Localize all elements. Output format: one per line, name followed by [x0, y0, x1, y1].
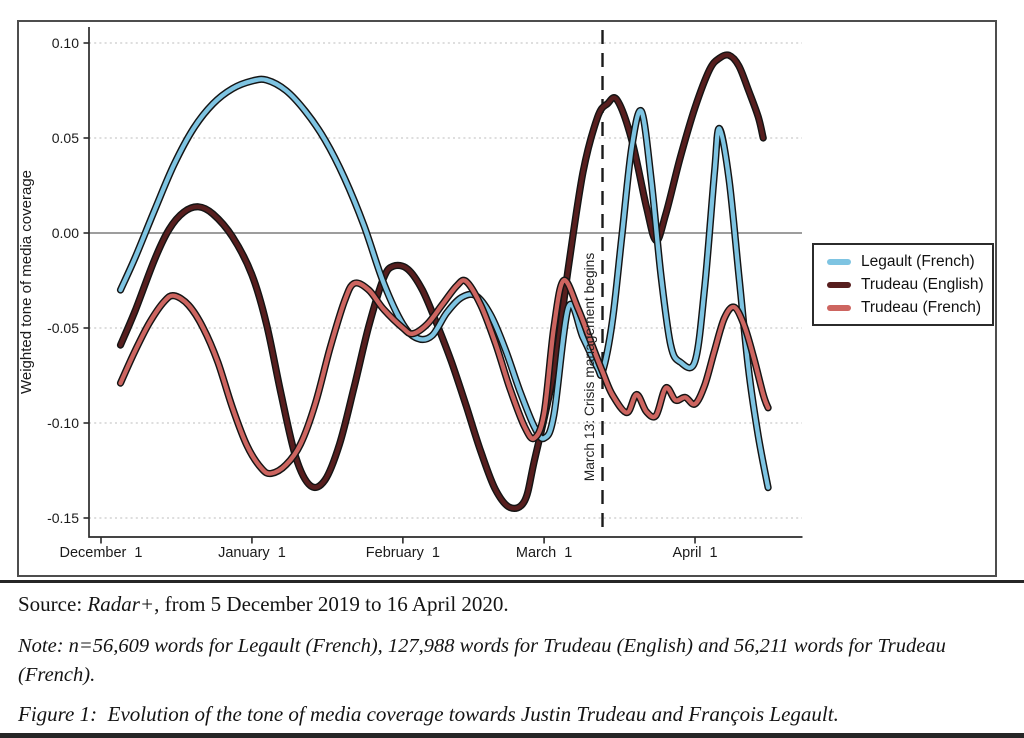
march13-annotation-label: March 13: Crisis management begins: [582, 253, 597, 482]
axis-lines: [88, 27, 803, 538]
series-line-trudeau-english: [118, 52, 766, 511]
legend-label: Trudeau (French): [861, 298, 982, 316]
y-tick-label: 0.10: [52, 35, 79, 51]
x-tick-label: December 1: [59, 545, 142, 561]
caption-source-prefix: Source:: [18, 592, 88, 616]
x-tick-label: February 1: [366, 545, 440, 561]
axes: 0.10 0.05 0.00 -0.05 -0.10 -0.15 December 1 Jan…: [47, 27, 803, 561]
series-line-legault-french: [118, 77, 771, 490]
separator-rule-top: [0, 580, 1024, 583]
caption-source-name: Radar+: [87, 592, 155, 616]
x-tick-label: March 1: [516, 545, 572, 561]
y-tick-label: -0.10: [47, 415, 79, 431]
y-tick-label: -0.05: [47, 320, 79, 336]
caption-source-rest: , from 5 December 2019 to 16 April 2020.: [154, 592, 509, 616]
legend-label: Trudeau (English): [861, 275, 984, 293]
legend: Legault (French) Trudeau (English) Trude…: [812, 243, 994, 326]
separator-rule-bottom: [0, 733, 1024, 738]
legend-item-legault-french: Legault (French): [827, 252, 992, 272]
legend-item-trudeau-french: Trudeau (French): [827, 298, 992, 318]
legend-key-trudeau-english: [827, 281, 851, 288]
series-line-trudeau-french: [118, 278, 771, 476]
x-tick-label: April 1: [672, 545, 717, 561]
series-outline-legault-french: [116, 75, 772, 492]
y-tick-label: 0.00: [52, 225, 79, 241]
caption-figure: Figure 1: Evolution of the tone of media…: [18, 702, 839, 727]
series-outline-trudeau-french: [116, 276, 772, 478]
legend-item-trudeau-english: Trudeau (English): [827, 275, 992, 295]
chart: 0.10 0.05 0.00 -0.05 -0.10 -0.15 December 1 Jan…: [18, 27, 803, 561]
caption-source: Source: Radar+, from 5 December 2019 to …: [18, 592, 1004, 617]
y-axis-title: Weighted tone of media coverage: [18, 170, 35, 394]
caption-block: Source: Radar+, from 5 December 2019 to …: [18, 592, 1004, 727]
y-tick-label: 0.05: [52, 130, 79, 146]
x-tick-label: January 1: [218, 545, 286, 561]
caption-note: Note: n=56,609 words for Legault (French…: [18, 635, 946, 687]
legend-label: Legault (French): [861, 252, 975, 270]
series-outline-trudeau-english: [116, 51, 767, 512]
curves: [116, 51, 772, 512]
y-tick-label: -0.15: [47, 510, 79, 526]
legend-key-trudeau-french: [827, 304, 851, 311]
legend-key-legault-french: [827, 258, 851, 265]
